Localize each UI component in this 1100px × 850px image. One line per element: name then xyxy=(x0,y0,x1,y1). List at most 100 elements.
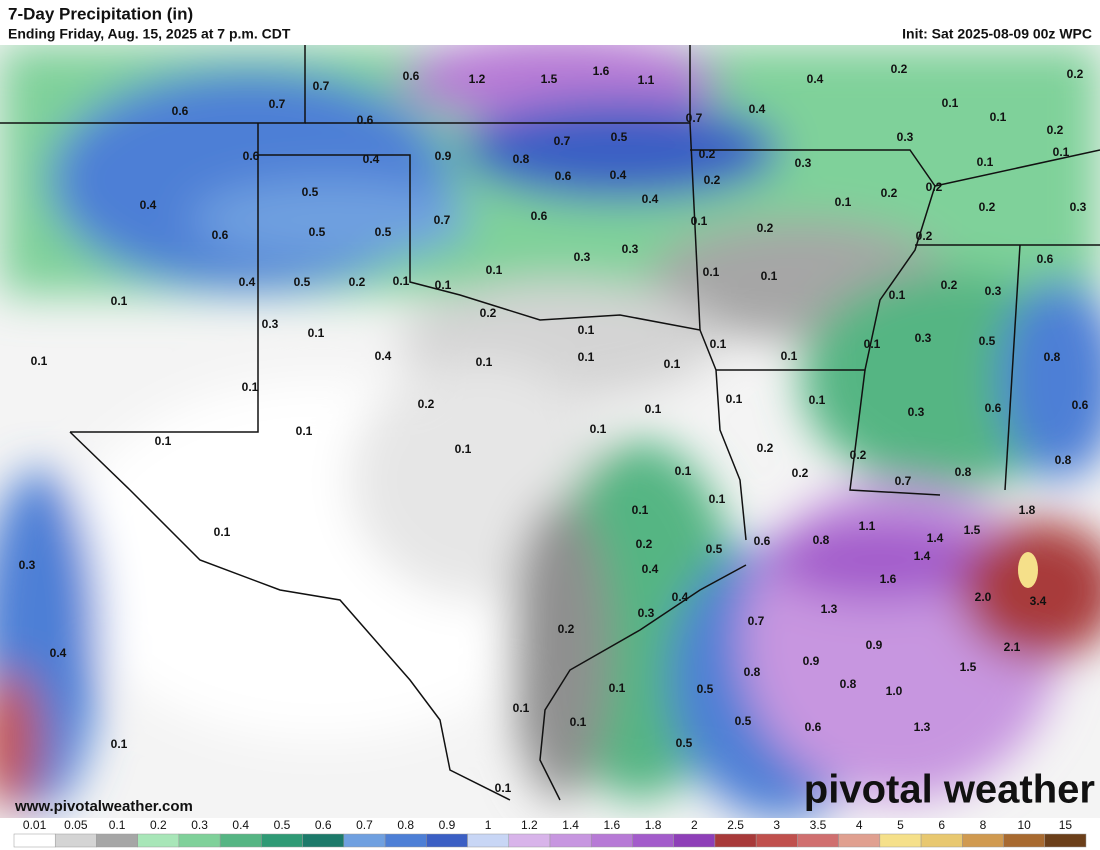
legend-swatch xyxy=(920,833,963,848)
legend-label: 2 xyxy=(691,818,698,832)
map-value-label: 0.1 xyxy=(455,442,472,456)
map-value-label: 2.1 xyxy=(1004,640,1021,654)
legend-label: 1.6 xyxy=(604,818,621,832)
map-value-label: 0.1 xyxy=(590,422,607,436)
map-value-label: 0.8 xyxy=(840,677,857,691)
map-value-label: 1.2 xyxy=(469,72,486,86)
title: 7-Day Precipitation (in) xyxy=(8,4,193,23)
brand-watermark: pivotal weather xyxy=(804,768,1095,812)
legend-label: 0.3 xyxy=(191,818,208,832)
map-value-label: 1.3 xyxy=(914,720,931,734)
legend-label: 2.5 xyxy=(727,818,744,832)
map-value-label: 0.2 xyxy=(891,62,908,76)
legend-swatch xyxy=(219,833,262,848)
map-value-label: 0.3 xyxy=(19,558,36,572)
map-value-label: 0.5 xyxy=(735,714,752,728)
map-value-label: 0.6 xyxy=(403,69,420,83)
map-value-label: 0.4 xyxy=(642,192,659,206)
map-value-label: 0.1 xyxy=(155,434,172,448)
legend-label: 8 xyxy=(980,818,987,832)
legend-label: 1 xyxy=(485,818,492,832)
legend-swatch xyxy=(879,833,922,848)
subtitle: Ending Friday, Aug. 15, 2025 at 7 p.m. C… xyxy=(8,26,291,42)
map-value-label: 0.2 xyxy=(704,173,721,187)
map-value-label: 3.4 xyxy=(1030,594,1047,608)
map-value-label: 1.0 xyxy=(886,684,903,698)
map-value-label: 0.1 xyxy=(578,323,595,337)
legend-label: 0.01 xyxy=(23,818,47,832)
map-value-label: 0.6 xyxy=(805,720,822,734)
map-value-label: 1.4 xyxy=(914,549,931,563)
map-value-label: 0.1 xyxy=(809,393,826,407)
map-value-label: 0.4 xyxy=(807,72,824,86)
map-value-label: 0.6 xyxy=(754,534,771,548)
map-value-label: 0.1 xyxy=(111,737,128,751)
map-value-label: 0.1 xyxy=(393,274,410,288)
map-value-label: 1.6 xyxy=(880,572,897,586)
map-value-label: 0.6 xyxy=(985,401,1002,415)
legend-swatch xyxy=(673,833,716,848)
legend-swatch xyxy=(508,833,551,848)
legend-swatch xyxy=(261,833,303,848)
map-value-label: 1.5 xyxy=(964,523,981,537)
map-value-label: 0.1 xyxy=(296,424,313,438)
map-value-label: 0.2 xyxy=(1067,67,1084,81)
map-value-label: 0.5 xyxy=(375,225,392,239)
legend-swatch xyxy=(962,833,1004,848)
map-value-label: 0.3 xyxy=(908,405,925,419)
legend-swatch xyxy=(1003,833,1046,848)
map-value-label: 0.6 xyxy=(1072,398,1089,412)
map-value-label: 0.9 xyxy=(803,654,820,668)
legend-swatch xyxy=(797,833,839,848)
map-value-label: 0.9 xyxy=(435,149,452,163)
map-labels: 0.6 0.7 0.7 0.6 1.2 1.5 1.6 1.1 0.4 0.2 0.2 0.6 0.6 0… xyxy=(19,62,1089,795)
legend-label: 3.5 xyxy=(810,818,827,832)
legend-swatch xyxy=(467,833,510,848)
map-value-label: 2.0 xyxy=(975,590,992,604)
map-value-label: 1.1 xyxy=(859,519,876,533)
legend-label: 15 xyxy=(1059,818,1073,832)
legend-swatch xyxy=(54,833,97,848)
map-value-label: 0.3 xyxy=(795,156,812,170)
map-value-label: 1.1 xyxy=(638,73,655,87)
legend-label: 0.7 xyxy=(356,818,373,832)
legend-label: 4 xyxy=(856,818,863,832)
legend-swatch xyxy=(755,833,798,848)
legend-label: 1.4 xyxy=(562,818,579,832)
legend-label: 0.9 xyxy=(439,818,456,832)
legend-swatch xyxy=(838,833,881,848)
map-value-label: 0.1 xyxy=(609,681,626,695)
map-value-label: 0.1 xyxy=(761,269,778,283)
map-value-label: 0.9 xyxy=(866,638,883,652)
map-value-label: 0.1 xyxy=(111,294,128,308)
map-value-label: 0.3 xyxy=(915,331,932,345)
map-value-label: 0.5 xyxy=(697,682,714,696)
legend-swatch xyxy=(590,833,633,848)
map-value-label: 0.3 xyxy=(622,242,639,256)
map-value-label: 0.5 xyxy=(309,225,326,239)
map-value-label: 0.2 xyxy=(418,397,435,411)
map-value-label: 0.3 xyxy=(1070,200,1087,214)
map-value-label: 0.4 xyxy=(642,562,659,576)
map-value-label: 0.8 xyxy=(744,665,761,679)
legend-swatch xyxy=(1044,833,1087,848)
map-value-label: 0.2 xyxy=(926,180,943,194)
map-value-label: 0.7 xyxy=(748,614,765,628)
legend-label: 0.1 xyxy=(109,818,126,832)
legend-swatch xyxy=(178,833,221,848)
map-value-label: 0.2 xyxy=(1047,123,1064,137)
map-value-label: 0.1 xyxy=(691,214,708,228)
map-value-label: 0.4 xyxy=(375,349,392,363)
legend-label: 0.2 xyxy=(150,818,167,832)
map-value-label: 1.5 xyxy=(960,660,977,674)
map-value-label: 0.4 xyxy=(50,646,67,660)
map-value-label: 0.1 xyxy=(1053,145,1070,159)
map-value-label: 0.3 xyxy=(262,317,279,331)
map-value-label: 1.3 xyxy=(821,602,838,616)
map-value-label: 0.6 xyxy=(555,169,572,183)
legend-swatch xyxy=(343,833,386,848)
map-value-label: 0.1 xyxy=(726,392,743,406)
map-value-label: 0.5 xyxy=(611,130,628,144)
legend-swatch xyxy=(137,833,180,848)
